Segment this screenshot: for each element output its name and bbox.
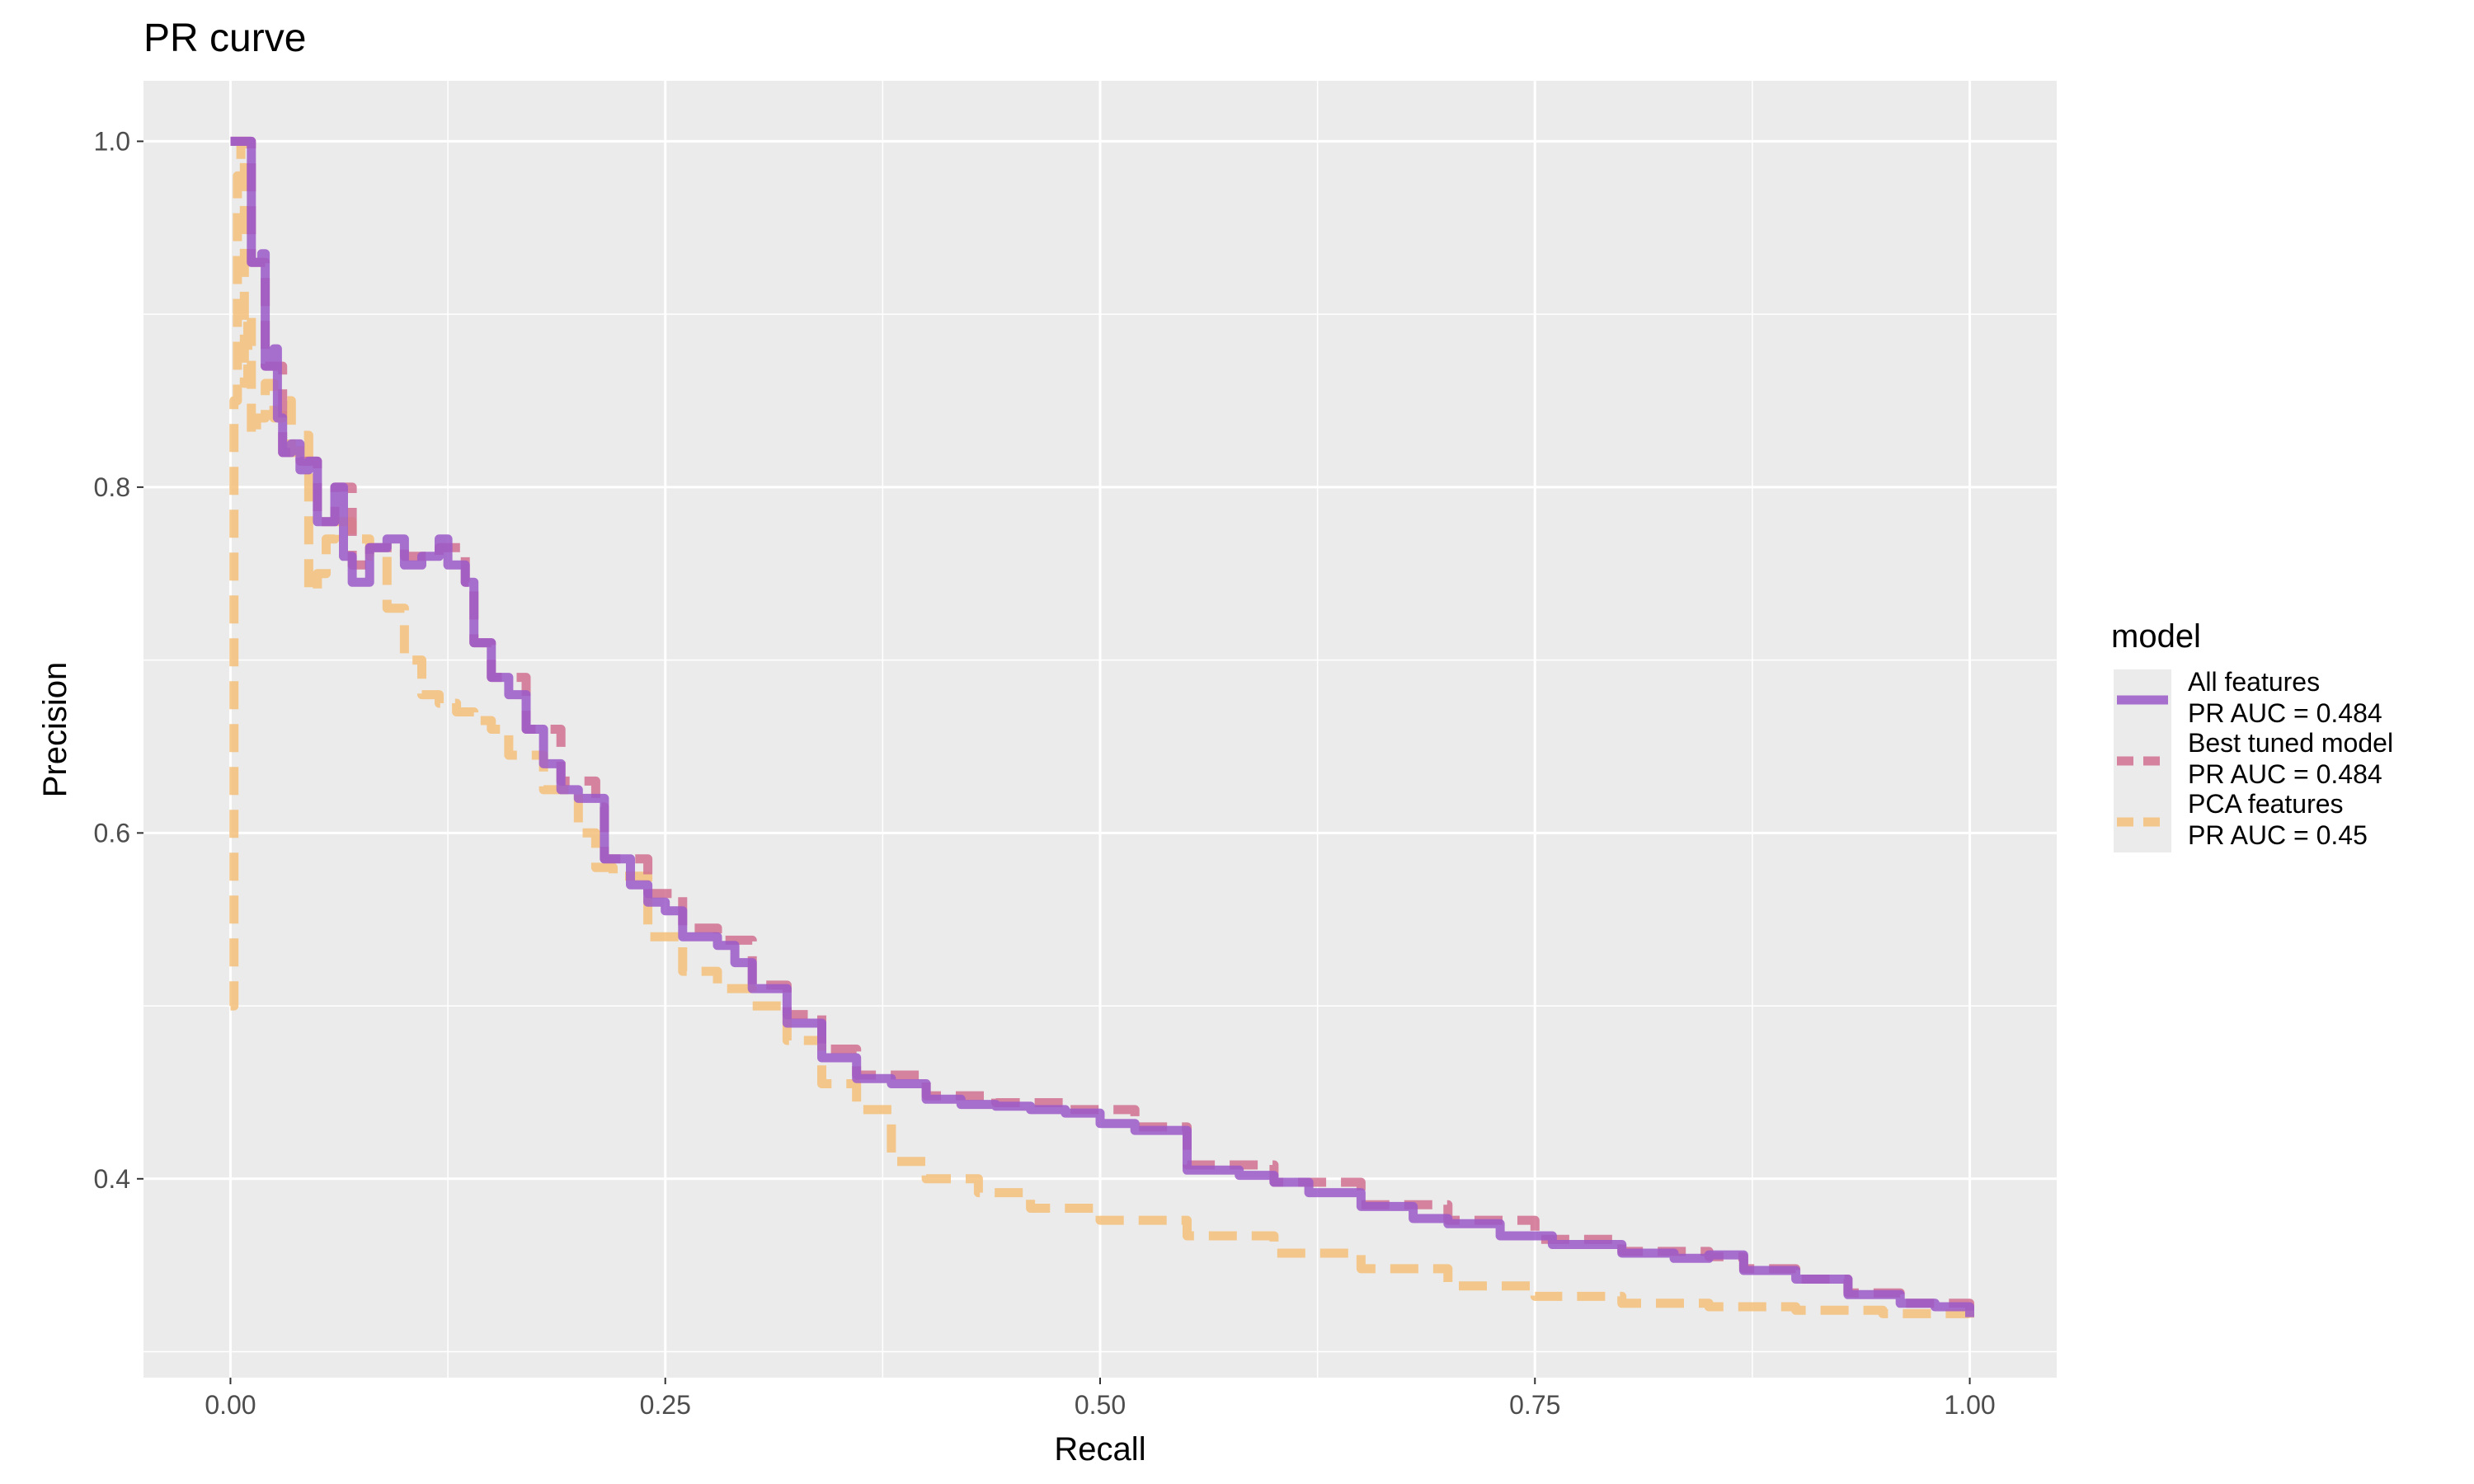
x-tick-label: 1.00 (1944, 1390, 1995, 1420)
legend-label: All features (2188, 667, 2320, 697)
legend-label: PCA features (2188, 789, 2344, 819)
legend-label: PR AUC = 0.484 (2188, 698, 2382, 728)
x-tick-label: 0.50 (1075, 1390, 1126, 1420)
y-axis-ticks: 0.4 0.6 0.8 1.0 (94, 126, 143, 1194)
y-tick-label: 0.6 (94, 818, 130, 848)
y-tick-label: 0.8 (94, 472, 130, 502)
x-axis-title: Recall (1054, 1431, 1145, 1468)
y-tick-label: 1.0 (94, 126, 130, 156)
major-gridlines (143, 81, 2057, 1378)
x-tick-label: 0.00 (205, 1390, 256, 1420)
y-axis-title: Precision (37, 662, 73, 798)
legend-label: PR AUC = 0.45 (2188, 820, 2368, 850)
x-tick-label: 0.75 (1509, 1390, 1560, 1420)
legend-label: PR AUC = 0.484 (2188, 759, 2382, 789)
legend-label: Best tuned model (2188, 728, 2393, 758)
chart-title: PR curve (143, 16, 306, 60)
series-line-0 (230, 136, 1974, 1317)
legend-title: model (2111, 618, 2201, 655)
y-tick-label: 0.4 (94, 1164, 130, 1194)
x-axis-ticks: 0.00 0.25 0.50 0.75 1.00 (205, 1378, 1996, 1420)
series-line-2 (229, 136, 1974, 1321)
x-tick-label: 0.25 (640, 1390, 691, 1420)
series-layer (229, 136, 1974, 1321)
